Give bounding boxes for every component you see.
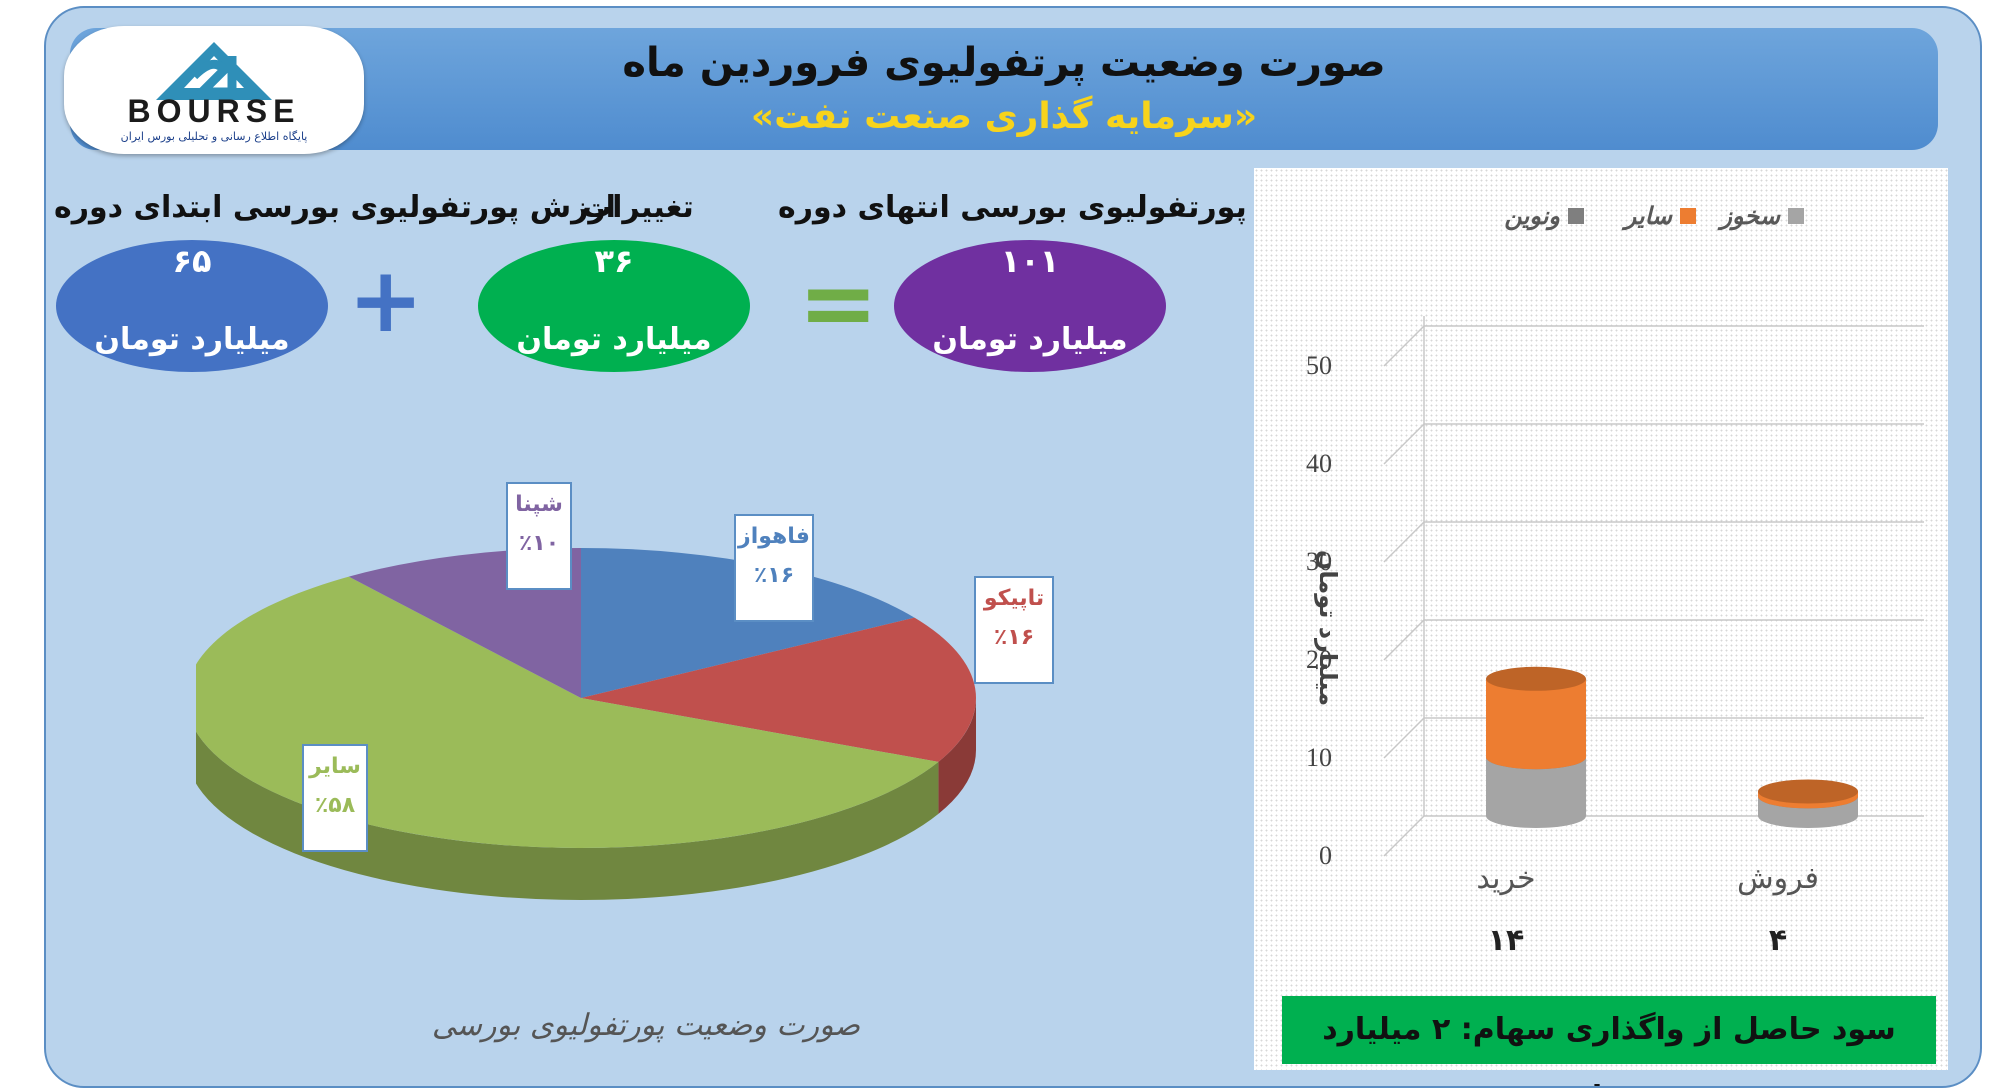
pie-label-tapiko: تاپیکو ٪۱۶ <box>974 576 1054 684</box>
pie-label-shepna-pct: ٪۱۰ <box>518 531 560 556</box>
logo-tagline: پایگاه اطلاع رسانی و تحلیلی بورس ایران <box>121 130 308 143</box>
logo-brand: BOURSE <box>128 93 301 129</box>
x-label-1: فروش <box>1737 861 1819 896</box>
pie-label-tapiko-pct: ٪۱۶ <box>993 625 1035 650</box>
end-value: ۱۰۱ <box>1000 242 1060 280</box>
equals-sign: = <box>798 247 879 359</box>
page-subtitle: «سرمایه گذاری صنعت نفت» <box>750 96 1258 137</box>
pie-chart-title: صورت وضعیت پورتفولیوی بورسی <box>431 1008 861 1043</box>
pie-label-sayer-name: سایر <box>309 754 361 779</box>
pie-label-sayer-pct: ٪۵۸ <box>314 793 356 818</box>
pie-slice-0 <box>581 548 915 698</box>
grid-diag-2 <box>1383 619 1425 661</box>
plus-sign: + <box>348 248 424 353</box>
pie-slice-2 <box>196 576 939 848</box>
bourse-logo: BOURSE پایگاه اطلاع رسانی و تحلیلی بورس … <box>64 26 364 154</box>
pie-label-fahvaz: فاهواز ٪۱۶ <box>734 514 814 622</box>
end-value-oval: ۱۰۱ میلیارد تومان <box>894 240 1166 372</box>
y-tick-label-4: 40 <box>1306 449 1332 478</box>
portfolio-pie-chart <box>196 548 976 900</box>
x-label-0: خرید <box>1476 861 1535 896</box>
pie-label-fahvaz-name: فاهواز <box>738 524 810 549</box>
legend-label-2: ونوین <box>1504 202 1560 231</box>
change-value-oval: ۳۶ میلیارد تومان <box>478 240 750 372</box>
page-title: صورت وضعیت پرتفولیوی فروردین ماه <box>622 40 1386 86</box>
pie-label-shepna-name: شپنا <box>515 492 563 517</box>
legend-swatch-2 <box>1568 208 1584 224</box>
pie-side-2 <box>196 731 939 900</box>
legend-swatch-1 <box>1680 208 1696 224</box>
y-tick-label-2: 20 <box>1306 645 1332 674</box>
legend-label-0: سخوز <box>1716 202 1780 231</box>
grid-diag-5 <box>1383 325 1425 367</box>
y-tick-label-0: 0 <box>1319 841 1332 870</box>
change-value-label: تغییرات <box>582 190 694 225</box>
start-value-oval: ۶۵ میلیارد تومان <box>56 240 328 372</box>
grid-diag-4 <box>1383 423 1425 465</box>
x-total-0: ۱۴ <box>1488 923 1525 958</box>
bar-y-axis-label: میلیارد تومان <box>1314 550 1342 706</box>
y-tick-label-5: 50 <box>1306 351 1332 380</box>
grid-diag-3 <box>1383 521 1425 563</box>
profit-box: سود حاصل از واگذاری سهام: ۲ میلیارد توما… <box>1282 996 1936 1086</box>
start-value: ۶۵ <box>172 242 212 280</box>
header-bar: صورت وضعیت پرتفولیوی فروردین ماه «سرمایه… <box>70 28 1938 150</box>
legend-label-1: سایر <box>1621 202 1673 231</box>
change-unit: میلیارد تومان <box>516 322 712 357</box>
pie-side-1 <box>938 698 976 814</box>
start-value-label: ارزش پورتفولیوی بورسی ابتدای دوره <box>54 190 616 225</box>
bar-chart-panel <box>1254 168 1948 1070</box>
pie-label-shepna: شپنا ٪۱۰ <box>506 482 572 590</box>
bar-0-series-1 <box>1486 666 1586 770</box>
grid-diag-1 <box>1383 717 1425 759</box>
pie-label-fahvaz-pct: ٪۱۶ <box>753 563 795 588</box>
grid-diag-0 <box>1383 815 1425 857</box>
pie-label-tapiko-name: تاپیکو <box>983 586 1045 611</box>
dashboard-frame: صورت وضعیت پرتفولیوی فروردین ماه «سرمایه… <box>44 6 1982 1088</box>
x-total-1: ۴ <box>1769 923 1787 958</box>
pie-label-sayer: سایر ٪۵۸ <box>302 744 368 852</box>
change-value: ۳۶ <box>594 242 634 280</box>
bar-1-series-1 <box>1758 779 1858 809</box>
pie-slice-1 <box>581 617 976 762</box>
end-unit: میلیارد تومان <box>932 322 1128 357</box>
start-unit: میلیارد تومان <box>94 322 290 357</box>
trade-bar-chart: سخوز سایر ونوین 0 10 20 30 40 50 خرید ۱۴ فروش ۴ می… <box>1306 202 1924 958</box>
y-tick-label-3: 30 <box>1306 547 1332 576</box>
legend-swatch-0 <box>1788 208 1804 224</box>
end-value-label: ارزش پورتفولیوی بورسی انتهای دوره <box>778 190 1344 225</box>
y-tick-label-1: 10 <box>1306 743 1332 772</box>
